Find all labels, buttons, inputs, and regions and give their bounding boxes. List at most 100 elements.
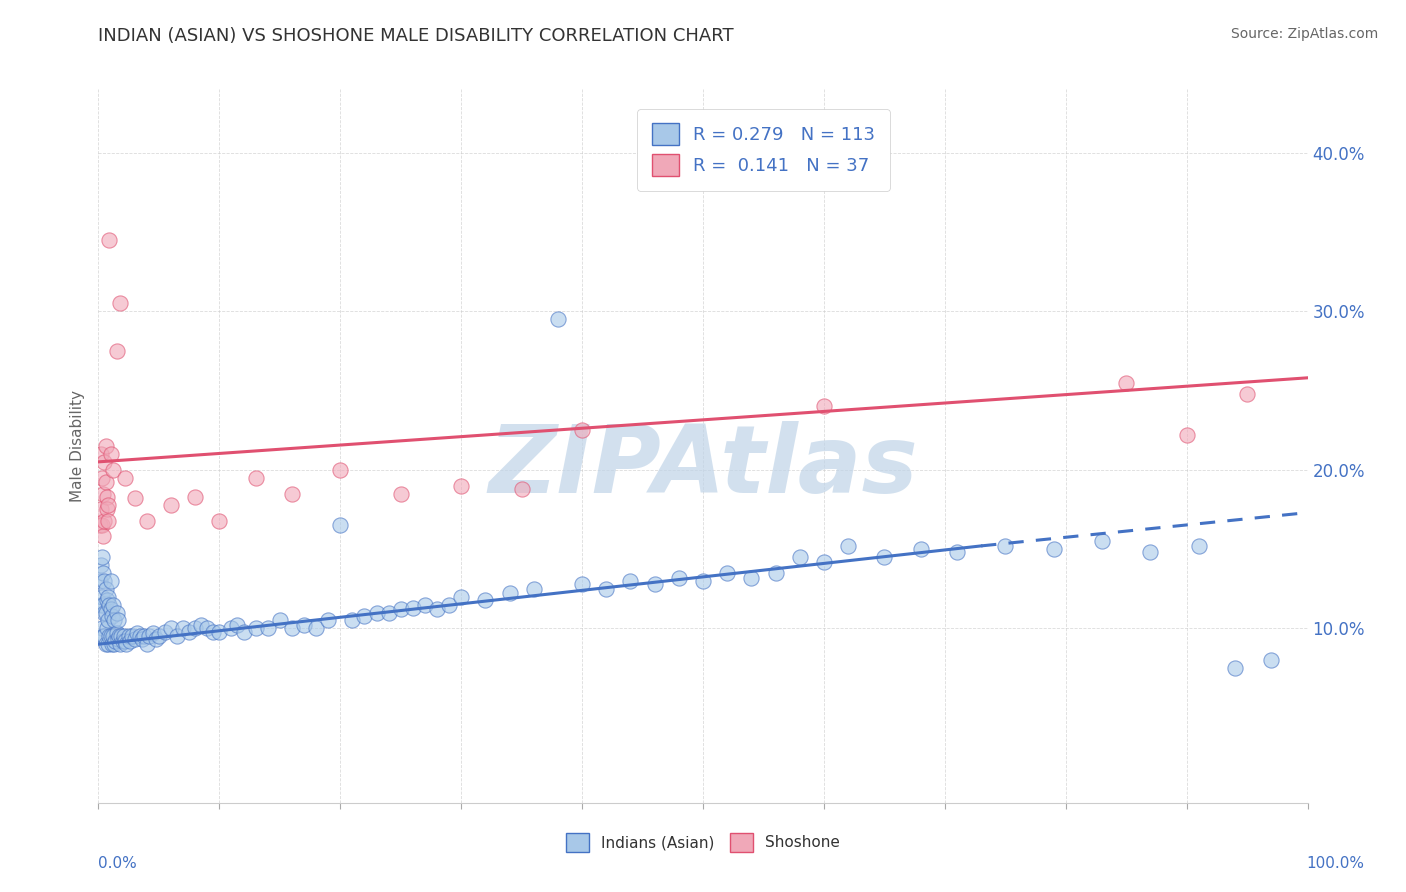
Point (91, 529, 114, 543)
Point (104, 634, 127, 648)
Point (644, 577, 666, 591)
Point (135, 514, 157, 528)
Point (510, 482, 533, 496)
Point (114, 471, 136, 485)
Point (89, 518, 111, 533)
Point (100, 608, 122, 623)
Point (221, 621, 243, 635)
Point (121, 629, 143, 643)
Point (105, 343, 128, 358)
Point (108, 629, 131, 643)
Point (89, 574, 111, 588)
Point (91, 621, 114, 635)
Point (127, 626, 149, 640)
Point (148, 629, 170, 643)
Point (91, 471, 114, 485)
Point (413, 598, 436, 612)
Point (100, 629, 122, 643)
Point (789, 549, 811, 564)
Point (91, 486, 114, 500)
Point (138, 629, 160, 643)
Point (571, 423, 593, 437)
Point (118, 634, 141, 648)
Point (1091, 534, 1114, 549)
Point (160, 621, 183, 635)
Point (98, 233, 121, 247)
Point (96, 621, 118, 635)
Text: 0.0%: 0.0% (98, 856, 138, 871)
Point (93, 629, 115, 643)
Point (94, 582, 117, 596)
Point (316, 614, 339, 628)
Point (1175, 428, 1198, 442)
Point (329, 518, 352, 533)
Point (179, 624, 201, 639)
Point (97, 514, 120, 528)
Point (342, 614, 364, 628)
Point (305, 621, 328, 635)
Point (107, 632, 129, 647)
Text: Source: ZipAtlas.com: Source: ZipAtlas.com (1230, 27, 1378, 41)
Point (97, 637, 120, 651)
Point (101, 598, 124, 612)
Point (100, 447, 122, 461)
Point (813, 555, 835, 569)
Point (131, 632, 153, 647)
Point (90, 502, 112, 516)
Point (91, 566, 114, 580)
Point (245, 471, 267, 485)
Point (226, 618, 249, 632)
Point (135, 637, 157, 651)
Point (910, 542, 932, 557)
Point (202, 624, 225, 639)
Point (619, 574, 641, 588)
Point (1188, 539, 1211, 553)
Point (389, 602, 412, 616)
Point (107, 614, 129, 628)
Point (208, 514, 231, 528)
Point (1115, 376, 1137, 390)
Point (281, 486, 304, 500)
Point (100, 602, 122, 616)
Point (91, 518, 114, 533)
Point (112, 629, 135, 643)
Point (103, 614, 125, 628)
Point (245, 621, 267, 635)
Point (90, 598, 112, 612)
Point (91, 549, 114, 564)
Point (91, 590, 114, 604)
Point (595, 582, 617, 596)
Point (101, 463, 124, 477)
Point (105, 606, 128, 620)
Point (166, 629, 188, 643)
Y-axis label: Male Disability: Male Disability (69, 390, 84, 502)
Point (105, 626, 128, 640)
Point (450, 478, 472, 492)
Point (108, 296, 131, 310)
Point (93, 514, 115, 528)
Point (426, 602, 449, 616)
Point (946, 545, 969, 559)
Point (115, 637, 138, 651)
Point (1236, 386, 1258, 401)
Point (1260, 653, 1282, 667)
Point (994, 539, 1017, 553)
Legend: Indians (Asian), Shoshone: Indians (Asian), Shoshone (558, 825, 848, 859)
Point (96, 490, 118, 504)
Point (668, 571, 690, 585)
Point (740, 571, 762, 585)
Point (145, 632, 167, 647)
Point (111, 634, 134, 648)
Text: 100.0%: 100.0% (1306, 856, 1364, 871)
Point (474, 592, 496, 607)
Point (101, 629, 124, 643)
Point (100, 637, 122, 651)
Point (93, 455, 115, 469)
Point (1042, 542, 1064, 557)
Point (93, 574, 115, 588)
Point (96, 592, 118, 607)
Point (195, 621, 218, 635)
Point (837, 539, 859, 553)
Point (437, 598, 460, 612)
Point (1139, 545, 1161, 559)
